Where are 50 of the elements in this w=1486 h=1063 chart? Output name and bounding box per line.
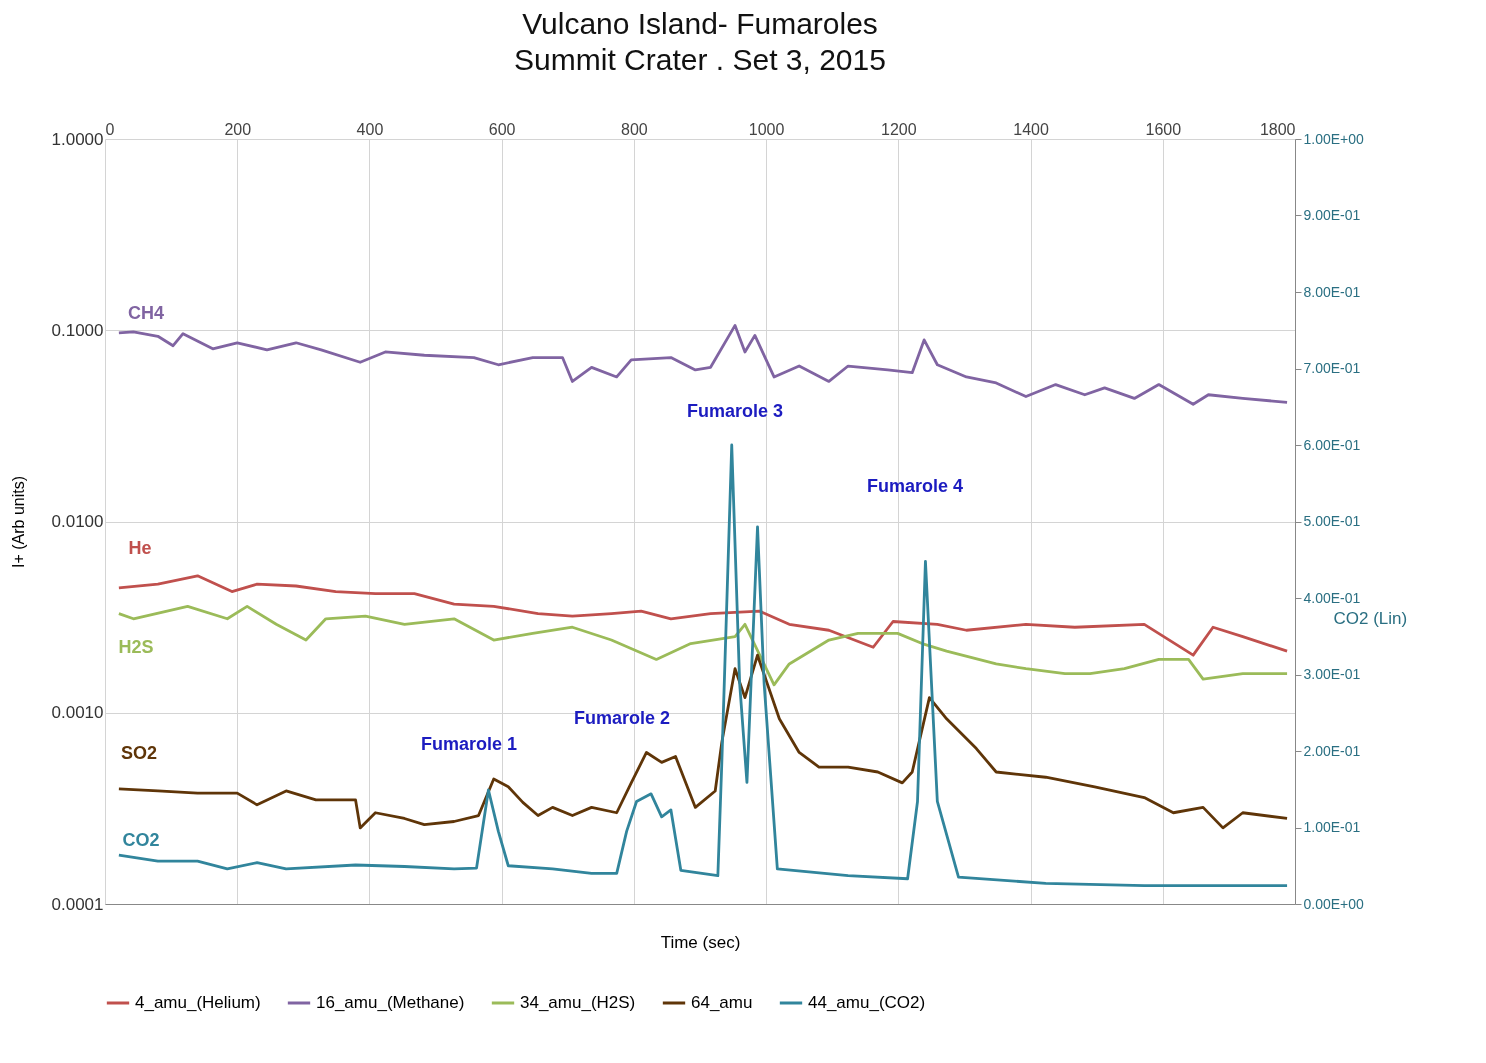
y2-tick-label: 0.00E+00 [1303, 895, 1365, 912]
x-tick-label: 0 [105, 120, 115, 138]
x-tick-label: 1200 [881, 120, 917, 138]
chart-subtitle: Summit Crater . Set 3, 2015 [514, 43, 886, 76]
y2-tick-label: 1.00E-01 [1303, 819, 1361, 835]
line-series [117, 653, 1289, 830]
y2-tick-label: 2.00E-01 [1303, 742, 1361, 759]
line-series [117, 574, 1289, 657]
annotation: Fumarole 1 [420, 734, 518, 754]
legend-label: 34_amu_(H2S) [520, 993, 636, 1012]
x-tick-label: 1800 [1259, 120, 1296, 138]
y2-tick-label: 4.00E-01 [1303, 589, 1361, 606]
line-series [117, 604, 1289, 687]
legend-label: 4_amu_(Helium) [135, 993, 261, 1012]
chart-title: Vulcano Island- Fumaroles [522, 7, 878, 40]
annotation: H2S [118, 637, 154, 657]
line-series [117, 443, 1289, 888]
y2-tick-label: 9.00E-01 [1303, 207, 1361, 223]
y2-tick-label: 6.00E-01 [1303, 436, 1361, 453]
y2-tick-label: 3.00E-01 [1303, 666, 1361, 682]
y2-tick-label: 5.00E-01 [1303, 513, 1361, 529]
annotation: CH4 [127, 303, 165, 323]
annotation: Fumarole 3 [686, 401, 784, 421]
legend-label: 44_amu_(CO2) [808, 993, 926, 1012]
x-tick-label: 600 [488, 120, 516, 138]
y2-axis-title: CO2 (Lin) [1333, 608, 1408, 628]
y2-tick-label: 7.00E-01 [1303, 360, 1361, 376]
x-tick-label: 1400 [1013, 120, 1049, 138]
x-tick-label: 200 [224, 120, 252, 138]
x-tick-label: 1000 [748, 120, 785, 138]
y-tick-label: 1.0000 [51, 129, 104, 149]
y-axis-title: I+ (Arb units) [9, 475, 27, 569]
annotation: Fumarole 2 [573, 708, 671, 728]
legend-label: 16_amu_(Methane) [316, 993, 465, 1012]
y2-tick-label: 8.00E-01 [1303, 283, 1361, 300]
y2-tick-label: 1.00E+00 [1303, 130, 1365, 147]
x-tick-label: 400 [356, 120, 384, 138]
x-tick-label: 800 [621, 120, 648, 138]
x-axis-title: Time (sec) [660, 932, 741, 952]
line-series [117, 324, 1289, 406]
legend-label: 64_amu [691, 993, 753, 1012]
annotation: SO2 [120, 743, 158, 763]
annotation: Fumarole 4 [866, 476, 964, 496]
annotation: CO2 [122, 830, 160, 850]
y-tick-label: 0.1000 [51, 320, 104, 340]
y-tick-label: 0.0100 [51, 512, 104, 531]
annotation: He [128, 538, 152, 558]
y-tick-label: 0.0001 [51, 894, 104, 914]
x-tick-label: 1600 [1145, 120, 1182, 138]
y-tick-label: 0.0010 [51, 703, 104, 723]
